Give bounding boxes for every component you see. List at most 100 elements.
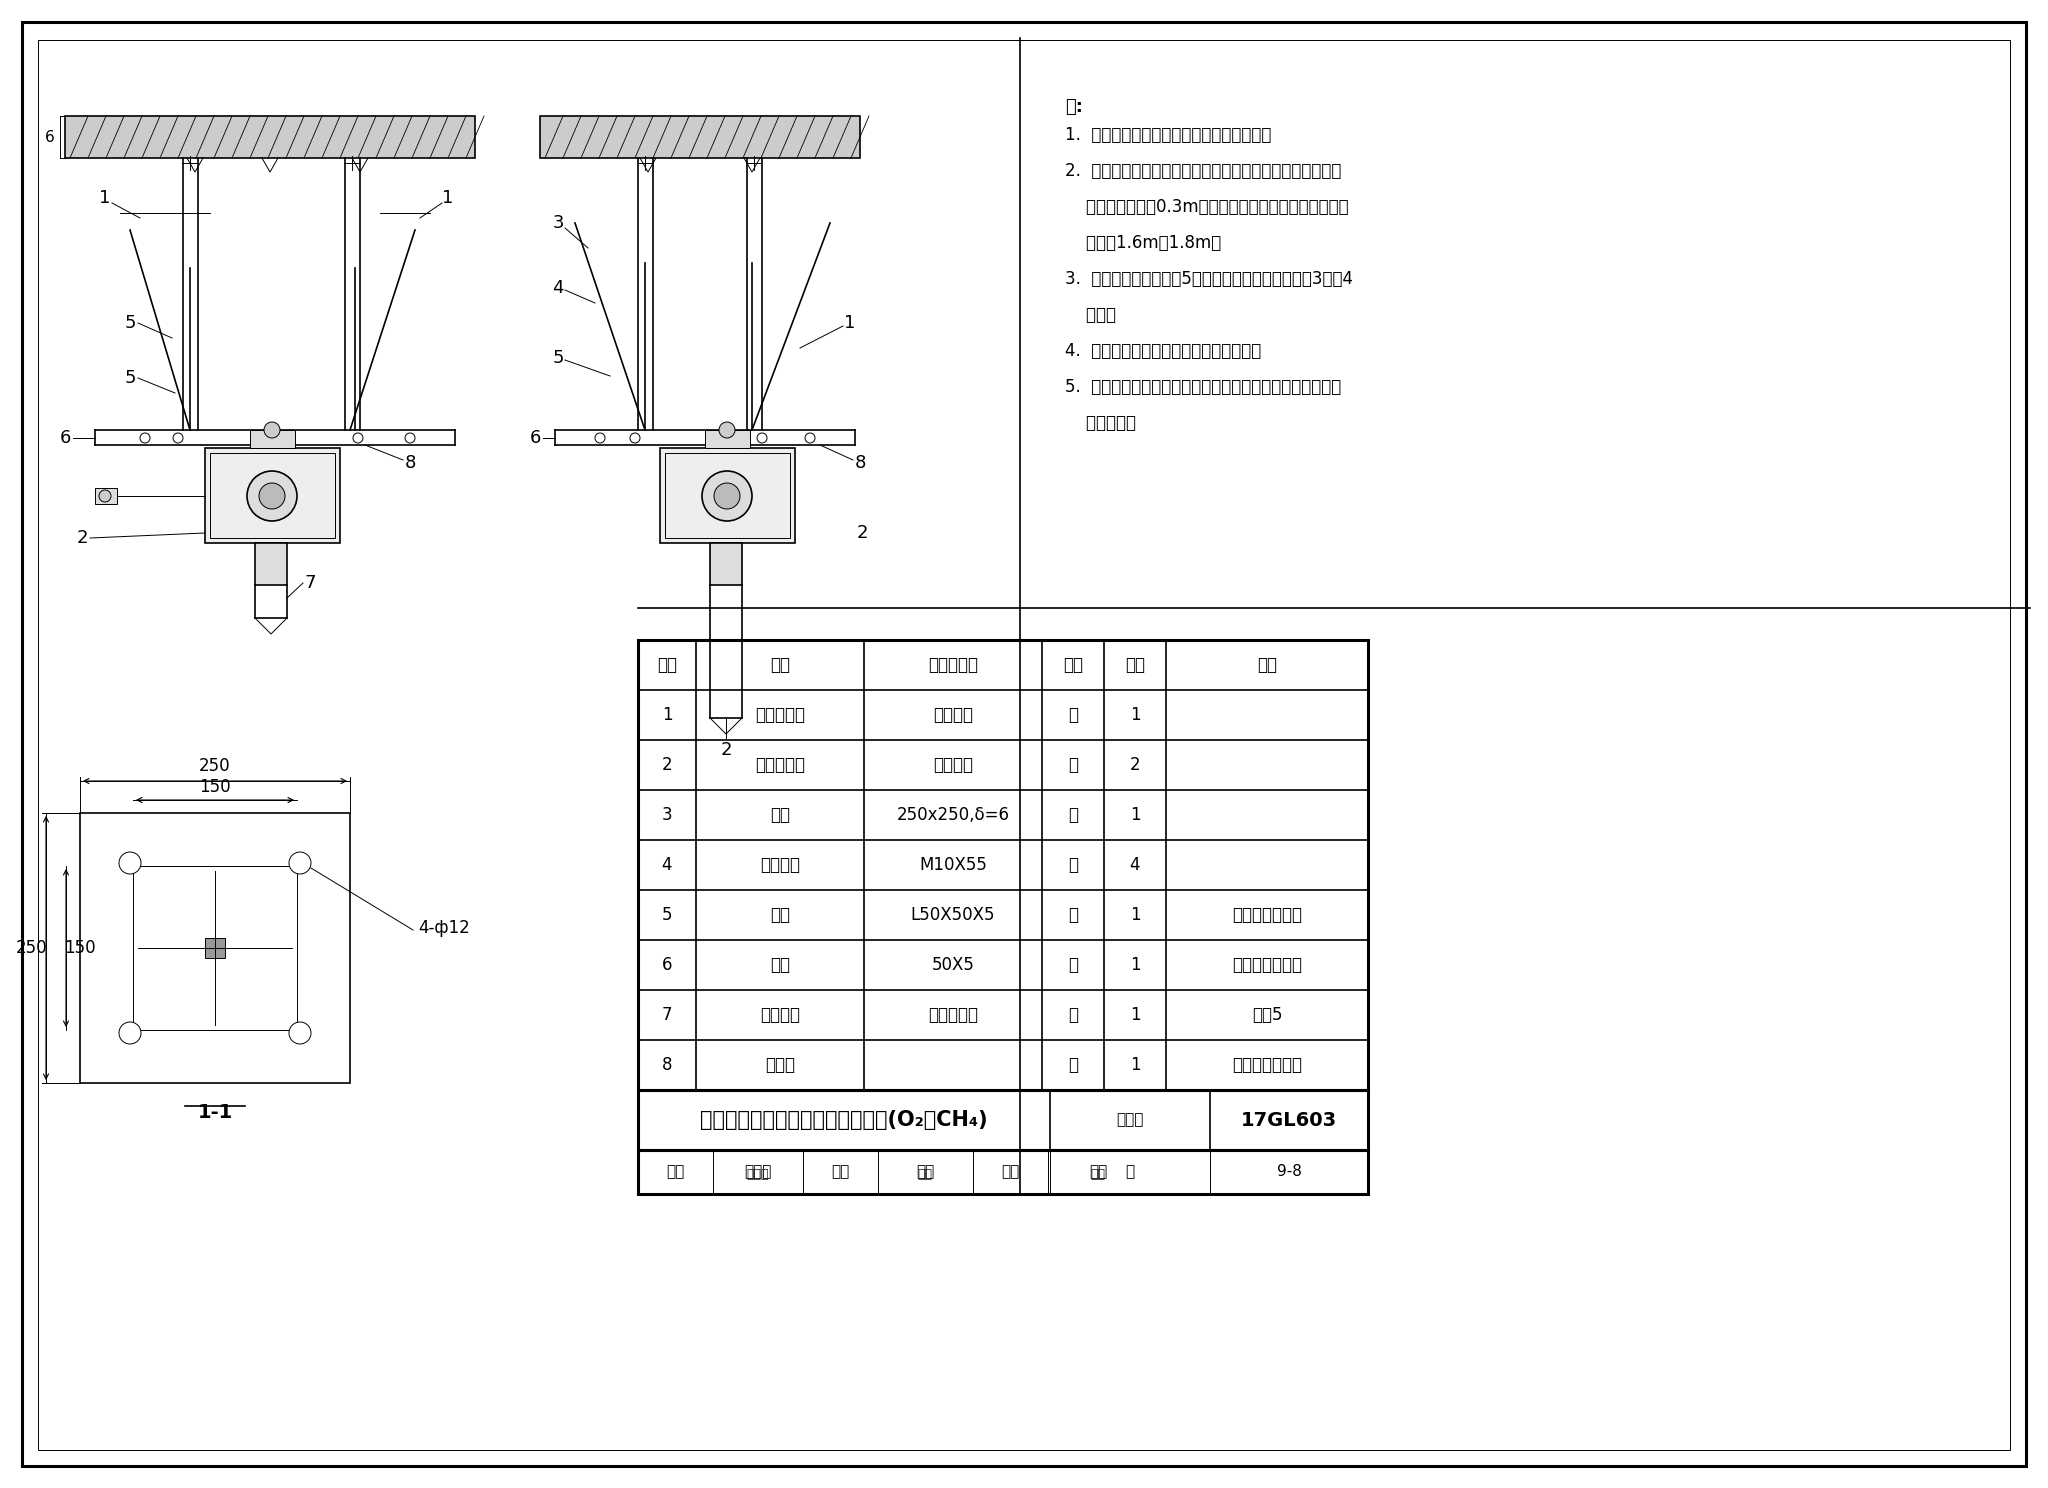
Text: 4.  图中未注明材质的安装材料均为钢制。: 4. 图中未注明材质的安装材料均为钢制。 [1065, 342, 1262, 360]
Bar [666, 452, 791, 539]
Circle shape [758, 433, 768, 443]
Bar [66, 116, 475, 158]
Text: 3: 3 [662, 806, 672, 824]
Text: 1: 1 [98, 189, 111, 207]
Text: 1-1: 1-1 [197, 1104, 233, 1122]
Text: 穿线管: 穿线管 [766, 1056, 795, 1074]
Text: 4-ф12: 4-ф12 [418, 920, 469, 937]
Text: 17GL603: 17GL603 [1241, 1110, 1337, 1129]
Circle shape [289, 853, 311, 873]
Text: 4: 4 [662, 856, 672, 873]
Text: 金属软管: 金属软管 [760, 1006, 801, 1024]
Text: 张澄: 张澄 [918, 1168, 932, 1180]
Text: L50X50X5: L50X50X5 [911, 906, 995, 924]
Text: 6: 6 [662, 955, 672, 975]
Bar [659, 448, 795, 543]
Text: 2: 2 [76, 530, 88, 548]
Bar [205, 937, 225, 958]
Text: 任爱英: 任爱英 [743, 1165, 772, 1180]
Text: 150: 150 [63, 939, 96, 957]
Text: 1: 1 [1130, 705, 1141, 725]
Text: 2: 2 [856, 524, 868, 542]
Text: 编号: 编号 [657, 656, 678, 674]
Text: 页: 页 [1126, 1165, 1135, 1180]
Text: 4: 4 [553, 278, 563, 298]
Text: 套: 套 [1067, 756, 1077, 774]
Text: 取消。: 取消。 [1065, 307, 1116, 324]
Text: 数量: 数量 [1124, 656, 1145, 674]
Bar [211, 452, 336, 539]
Circle shape [264, 423, 281, 437]
Text: 3: 3 [553, 214, 563, 232]
Bar [94, 488, 117, 504]
Text: 50X5: 50X5 [932, 955, 975, 975]
Text: 个: 个 [1067, 856, 1077, 873]
Bar [639, 640, 1368, 1091]
Bar [711, 543, 741, 585]
Text: 备注: 备注 [1257, 656, 1278, 674]
Text: 250: 250 [199, 757, 231, 775]
Text: 名称: 名称 [770, 656, 791, 674]
Text: 单位: 单位 [1063, 656, 1083, 674]
Text: 1: 1 [1130, 906, 1141, 924]
Text: 1: 1 [1130, 806, 1141, 824]
Circle shape [702, 472, 752, 521]
Text: 5: 5 [125, 314, 135, 332]
Circle shape [119, 1022, 141, 1045]
Text: 9-8: 9-8 [1276, 1165, 1300, 1180]
Circle shape [98, 490, 111, 501]
Text: 设计: 设计 [1001, 1165, 1020, 1180]
Text: 张澄: 张澄 [915, 1165, 934, 1180]
Text: 李娜: 李娜 [1090, 1165, 1108, 1180]
Text: 7: 7 [305, 574, 315, 592]
Text: 注:: 注: [1065, 98, 1083, 116]
Text: 4: 4 [1130, 856, 1141, 873]
Circle shape [719, 423, 735, 437]
Text: 李娜: 李娜 [1090, 1168, 1106, 1180]
Bar [80, 812, 350, 1083]
Text: 1: 1 [844, 314, 856, 332]
Text: 5: 5 [125, 369, 135, 387]
Text: 螺栓、螺母: 螺栓、螺母 [756, 756, 805, 774]
Text: 台: 台 [1067, 705, 1077, 725]
Text: 设计确定: 设计确定 [934, 705, 973, 725]
Text: 由工程设计确定: 由工程设计确定 [1233, 1056, 1303, 1074]
Bar [639, 1150, 1368, 1193]
Text: 250: 250 [16, 939, 47, 957]
Bar [541, 116, 860, 158]
Text: 150: 150 [199, 778, 231, 796]
Circle shape [172, 433, 182, 443]
Text: 2: 2 [1130, 756, 1141, 774]
Text: 1: 1 [1130, 955, 1141, 975]
Text: 8: 8 [854, 454, 866, 472]
Text: 室顶部不应超过0.3m，氧气检测传感器距舱室地坪的高: 室顶部不应超过0.3m，氧气检测传感器距舱室地坪的高 [1065, 198, 1350, 216]
Circle shape [596, 433, 604, 443]
Text: 扁钢: 扁钢 [770, 955, 791, 975]
Text: 5.  金属软管接头的规格尺寸应与仪表本身的电气接口及穿线: 5. 金属软管接头的规格尺寸应与仪表本身的电气接口及穿线 [1065, 378, 1341, 396]
Text: 2.  探测器安装的高度根据探测器种类确定。甲烷传感器距舱: 2. 探测器安装的高度根据探测器种类确定。甲烷传感器距舱 [1065, 162, 1341, 180]
Circle shape [406, 433, 416, 443]
Text: 长度由设计确定: 长度由设计确定 [1233, 906, 1303, 924]
Text: 管相匹配。: 管相匹配。 [1065, 414, 1137, 432]
Bar [639, 1091, 1368, 1150]
Text: 1: 1 [442, 189, 455, 207]
Text: 250x250,δ=6: 250x250,δ=6 [897, 806, 1010, 824]
Text: 7: 7 [662, 1006, 672, 1024]
Text: M10X55: M10X55 [920, 856, 987, 873]
Text: 5: 5 [553, 350, 563, 368]
Circle shape [805, 433, 815, 443]
Text: 6: 6 [45, 129, 55, 144]
Text: 6: 6 [528, 429, 541, 446]
Text: 3.  舱顶有预埋件的，件5可直接焊接在预埋件上，件3、件4: 3. 舱顶有预埋件的，件5可直接焊接在预埋件上，件3、件4 [1065, 269, 1354, 289]
Text: 个: 个 [1067, 955, 1077, 975]
Text: 仪表配套: 仪表配套 [934, 756, 973, 774]
Text: 审核: 审核 [666, 1165, 684, 1180]
Text: 钢板: 钢板 [770, 806, 791, 824]
Circle shape [289, 1022, 311, 1045]
Circle shape [119, 853, 141, 873]
Text: 型号及规格: 型号及规格 [928, 656, 979, 674]
Text: 1: 1 [1130, 1006, 1141, 1024]
Circle shape [139, 433, 150, 443]
Text: 校对: 校对 [831, 1165, 850, 1180]
Bar [705, 430, 750, 448]
